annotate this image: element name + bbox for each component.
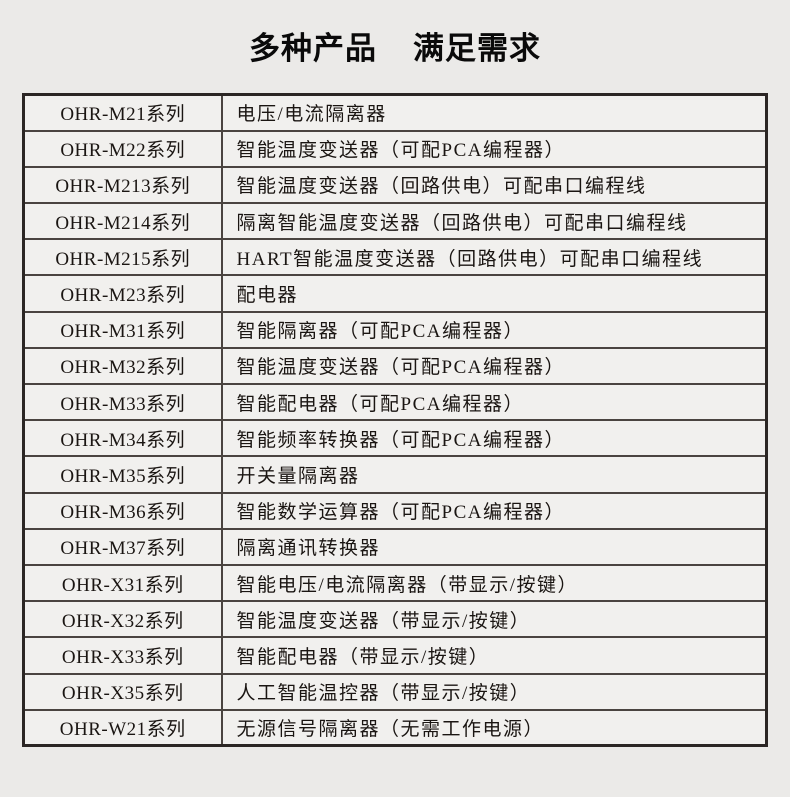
- product-description-cell: 智能数学运算器（可配PCA编程器）: [220, 491, 768, 530]
- table-row: OHR-M37系列 隔离通讯转换器: [22, 527, 768, 566]
- table-row: OHR-M22系列 智能温度变送器（可配PCA编程器）: [22, 129, 768, 168]
- page-title: 多种产品 满足需求: [0, 24, 790, 66]
- table-row: OHR-M34系列 智能频率转换器（可配PCA编程器）: [22, 419, 768, 458]
- table-row: OHR-X35系列 人工智能温控器（带显示/按键）: [22, 672, 768, 711]
- table-row: OHR-W21系列 无源信号隔离器（无需工作电源）: [22, 708, 768, 747]
- table-row: OHR-M36系列 智能数学运算器（可配PCA编程器）: [22, 491, 768, 530]
- page-title-part1: 多种产品: [249, 30, 377, 66]
- series-name-cell: OHR-M213系列: [22, 165, 223, 205]
- product-description-cell: 无源信号隔离器（无需工作电源）: [220, 708, 768, 747]
- product-description-cell: 人工智能温控器（带显示/按键）: [220, 672, 768, 711]
- table-row: OHR-M215系列 HART智能温度变送器（回路供电）可配串口编程线: [22, 238, 768, 277]
- product-description-cell: HART智能温度变送器（回路供电）可配串口编程线: [220, 238, 768, 277]
- series-name-cell: OHR-M215系列: [22, 238, 223, 277]
- product-description-cell: 智能温度变送器（回路供电）可配串口编程线: [220, 165, 768, 205]
- table-row: OHR-M23系列 配电器: [22, 274, 768, 313]
- series-name-cell: OHR-M21系列: [22, 93, 223, 132]
- series-name-cell: OHR-M22系列: [22, 129, 223, 168]
- product-list-page: 多种产品 满足需求 OHR-M21系列 电压/电流隔离器 OHR-M22系列 智…: [0, 24, 790, 797]
- table-row: OHR-M33系列 智能配电器（可配PCA编程器）: [22, 382, 768, 422]
- product-description-cell: 电压/电流隔离器: [220, 93, 768, 132]
- table-row: OHR-M21系列 电压/电流隔离器: [22, 93, 768, 132]
- product-description-cell: 开关量隔离器: [220, 455, 768, 494]
- table-row: OHR-M214系列 隔离智能温度变送器（回路供电）可配串口编程线: [22, 202, 768, 241]
- series-name-cell: OHR-X32系列: [22, 600, 223, 639]
- series-name-cell: OHR-M23系列: [22, 274, 223, 313]
- table-row: OHR-X31系列 智能电压/电流隔离器（带显示/按键）: [22, 563, 768, 603]
- product-series-table: OHR-M21系列 电压/电流隔离器 OHR-M22系列 智能温度变送器（可配P…: [22, 93, 768, 748]
- product-description-cell: 智能隔离器（可配PCA编程器）: [220, 310, 768, 349]
- product-description-cell: 隔离智能温度变送器（回路供电）可配串口编程线: [220, 202, 768, 241]
- series-name-cell: OHR-M32系列: [22, 346, 223, 386]
- product-description-cell: 智能温度变送器（带显示/按键）: [220, 600, 768, 639]
- product-description-cell: 智能配电器（可配PCA编程器）: [220, 382, 768, 422]
- series-name-cell: OHR-W21系列: [22, 708, 223, 747]
- product-series-table-body: OHR-M21系列 电压/电流隔离器 OHR-M22系列 智能温度变送器（可配P…: [22, 93, 768, 747]
- product-description-cell: 智能电压/电流隔离器（带显示/按键）: [220, 563, 768, 603]
- series-name-cell: OHR-X31系列: [22, 563, 223, 603]
- series-name-cell: OHR-M33系列: [22, 382, 223, 422]
- product-description-cell: 隔离通讯转换器: [220, 527, 768, 566]
- series-name-cell: OHR-M37系列: [22, 527, 223, 566]
- series-name-cell: OHR-M36系列: [22, 491, 223, 530]
- series-name-cell: OHR-M214系列: [22, 202, 223, 241]
- table-row: OHR-X33系列 智能配电器（带显示/按键）: [22, 636, 768, 675]
- product-description-cell: 智能温度变送器（可配PCA编程器）: [220, 129, 768, 168]
- product-description-cell: 智能温度变送器（可配PCA编程器）: [220, 346, 768, 386]
- series-name-cell: OHR-M34系列: [22, 419, 223, 458]
- series-name-cell: OHR-X33系列: [22, 636, 223, 675]
- table-row: OHR-M32系列 智能温度变送器（可配PCA编程器）: [22, 346, 768, 386]
- page-title-part2: 满足需求: [413, 30, 541, 66]
- series-name-cell: OHR-X35系列: [22, 672, 223, 711]
- table-row: OHR-M213系列 智能温度变送器（回路供电）可配串口编程线: [22, 165, 768, 205]
- product-description-cell: 智能配电器（带显示/按键）: [220, 636, 768, 675]
- table-row: OHR-X32系列 智能温度变送器（带显示/按键）: [22, 600, 768, 639]
- table-row: OHR-M31系列 智能隔离器（可配PCA编程器）: [22, 310, 768, 349]
- series-name-cell: OHR-M35系列: [22, 455, 223, 494]
- table-row: OHR-M35系列 开关量隔离器: [22, 455, 768, 494]
- product-description-cell: 智能频率转换器（可配PCA编程器）: [220, 419, 768, 458]
- series-name-cell: OHR-M31系列: [22, 310, 223, 349]
- product-description-cell: 配电器: [220, 274, 768, 313]
